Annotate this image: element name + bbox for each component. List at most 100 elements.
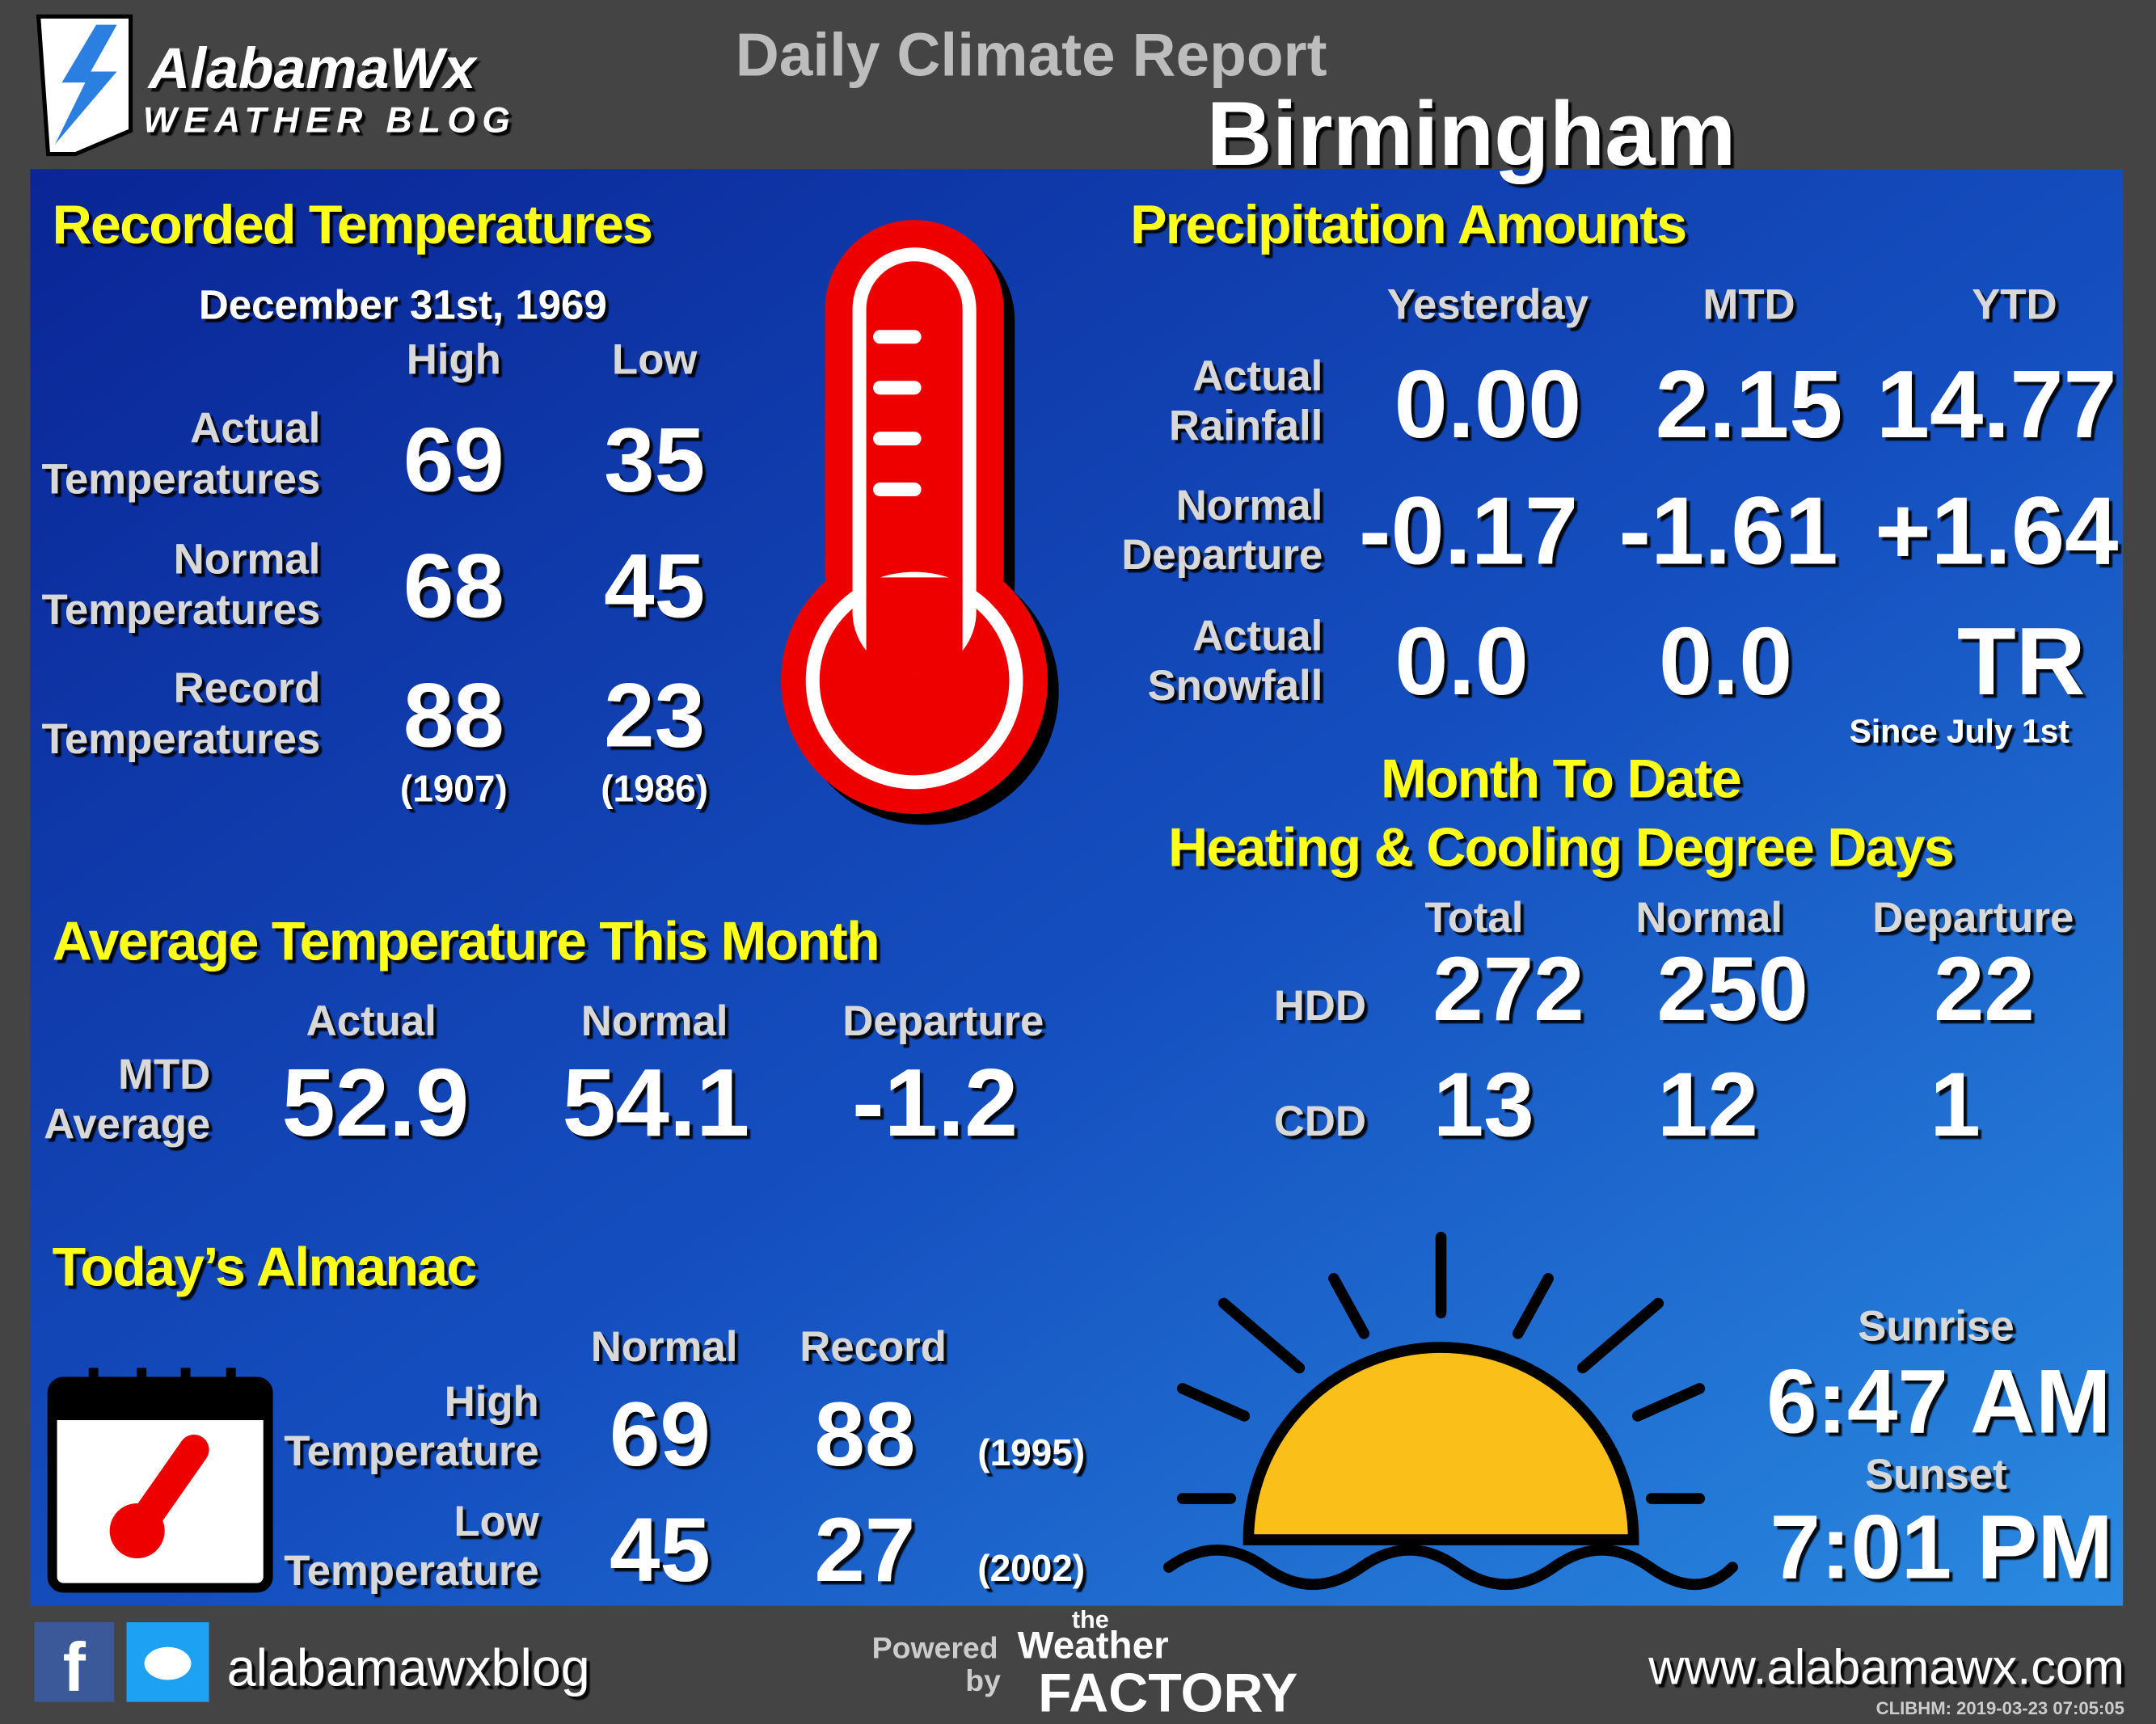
row-label: Normal	[174, 535, 321, 583]
location: Birmingham	[1207, 82, 1736, 184]
sun-icon	[1162, 1232, 1738, 1591]
column-header: Normal	[581, 997, 728, 1045]
value: -0.17	[1359, 477, 1578, 584]
sponsor: the	[1072, 1606, 1109, 1633]
column-header: Departure	[1872, 894, 2074, 942]
facebook-glyph: f	[63, 1629, 86, 1706]
value: 14.77	[1876, 351, 2117, 458]
row-label: Snowfall	[1148, 662, 1323, 710]
value: 52.9	[281, 1049, 469, 1157]
row-label: Actual	[190, 405, 320, 453]
section-title: Month To Date	[1381, 748, 1740, 810]
social-icons[interactable]: f	[34, 1622, 209, 1706]
value: 250	[1656, 938, 1808, 1039]
value: 35	[604, 408, 705, 510]
column-header: Normal	[591, 1323, 738, 1371]
column-header: Normal	[1635, 894, 1783, 942]
value: 68	[403, 535, 504, 637]
value: 0.0	[1659, 608, 1793, 715]
value: 45	[604, 535, 705, 637]
twitter-glyph	[144, 1646, 192, 1680]
column-header: Total	[1424, 894, 1523, 942]
sunrise-time: 6:47 AM	[1766, 1350, 2111, 1452]
row-label: Departure	[1121, 531, 1323, 579]
powered-by: by	[965, 1663, 1001, 1697]
row-label: Rainfall	[1169, 402, 1323, 449]
value: -1.2	[852, 1049, 1018, 1157]
section-title: Today’s Almanac	[53, 1236, 476, 1297]
row-label: Actual	[1192, 613, 1323, 660]
sponsor: FACTORY	[1038, 1663, 1297, 1724]
row-label: Average	[44, 1100, 210, 1148]
value: 54.1	[562, 1049, 749, 1157]
social-handle[interactable]: alabamawxblog	[227, 1638, 590, 1697]
value: 2.15	[1656, 351, 1843, 458]
value: 12	[1657, 1053, 1758, 1155]
row-label: Temperatures	[42, 456, 321, 504]
value: -1.61	[1618, 477, 1837, 584]
sponsor: Weather	[1018, 1624, 1169, 1667]
value: 23	[604, 664, 705, 766]
row-label: Temperatures	[42, 715, 321, 763]
value: TR	[1957, 608, 2086, 715]
row-label: HDD	[1274, 982, 1366, 1030]
value: 0.0	[1394, 608, 1529, 715]
section-title: Average Temperature This Month	[53, 910, 879, 972]
row-label: Normal	[1176, 482, 1323, 529]
website[interactable]: www.alabamawx.com	[1648, 1640, 2124, 1695]
sunset-label: Sunset	[1865, 1451, 2007, 1498]
row-label: Actual	[1192, 352, 1323, 400]
record-year: (2002)	[977, 1547, 1085, 1589]
date: December 31st, 1969	[199, 282, 607, 328]
value: 272	[1432, 938, 1584, 1039]
value: 0.00	[1394, 351, 1582, 458]
value: 69	[610, 1383, 711, 1485]
value: 69	[403, 408, 504, 510]
value: 45	[610, 1498, 711, 1600]
value: 22	[1934, 938, 2035, 1039]
section-title: Recorded Temperatures	[53, 194, 652, 255]
value: 1	[1930, 1053, 1980, 1155]
row-label: Record	[174, 664, 321, 712]
facebook-icon[interactable]	[34, 1622, 115, 1702]
value: 88	[814, 1383, 915, 1485]
column-header: Low	[612, 336, 698, 384]
row-label: Temperature	[284, 1427, 538, 1475]
note: Since July 1st	[1850, 713, 2070, 750]
row-label: MTD	[118, 1051, 210, 1098]
logo	[36, 14, 133, 157]
value: +1.64	[1875, 477, 2118, 584]
powered-by: Powered	[872, 1630, 998, 1664]
section-title: Heating & Cooling Degree Days	[1168, 817, 1953, 879]
row-label: CDD	[1274, 1098, 1366, 1145]
row-label: High	[445, 1378, 539, 1426]
report-title: Daily Climate Report	[736, 21, 1327, 89]
column-header: Actual	[306, 997, 437, 1045]
thermometer-icon	[781, 220, 1059, 825]
row-label: Temperature	[284, 1547, 538, 1595]
column-header: YTD	[1972, 281, 2057, 329]
value: 88	[403, 664, 504, 766]
record-year: (1986)	[601, 768, 708, 810]
column-header: Record	[800, 1323, 947, 1371]
section-title: Precipitation Amounts	[1130, 194, 1686, 255]
row-label: Low	[454, 1498, 539, 1545]
brand: AlabamaWx	[147, 36, 479, 101]
sunrise-label: Sunrise	[1858, 1302, 2014, 1350]
row-label: Temperatures	[42, 586, 321, 634]
record-year: (1907)	[400, 768, 508, 810]
sunset-time: 7:01 PM	[1770, 1496, 2113, 1598]
column-header: Yesterday	[1387, 281, 1589, 329]
calendar-icon	[47, 1368, 273, 1593]
value: 27	[814, 1498, 915, 1600]
brand-sub: WEATHER BLOG	[143, 100, 517, 140]
column-header: High	[407, 336, 501, 384]
record-year: (1995)	[977, 1431, 1085, 1473]
value: 13	[1433, 1053, 1534, 1155]
column-header: MTD	[1702, 281, 1795, 329]
column-header: Departure	[842, 997, 1044, 1045]
panel	[30, 169, 2124, 1606]
